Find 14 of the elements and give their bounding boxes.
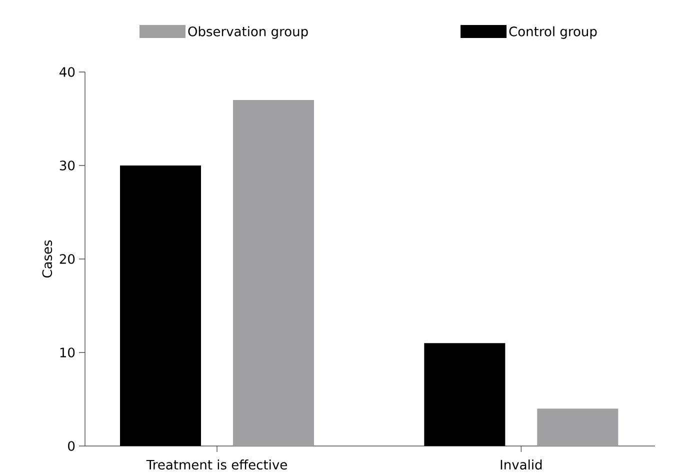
legend-label: Observation group — [188, 26, 308, 39]
bar — [233, 100, 314, 446]
x-tick-label: Invalid — [500, 460, 542, 470]
y-tick-label: 30 — [60, 160, 75, 170]
y-tick-label: 0 — [68, 441, 75, 451]
bar — [424, 343, 506, 446]
bar — [120, 165, 202, 446]
y-tick-label: 20 — [60, 254, 75, 264]
y-tick-label: 40 — [60, 67, 75, 77]
x-tick-label: Treatment is effective — [146, 460, 287, 470]
y-axis-title: Cases — [42, 240, 52, 278]
y-tick-label: 10 — [60, 348, 75, 358]
bar — [537, 408, 618, 446]
legend-label: Control group — [509, 26, 597, 39]
